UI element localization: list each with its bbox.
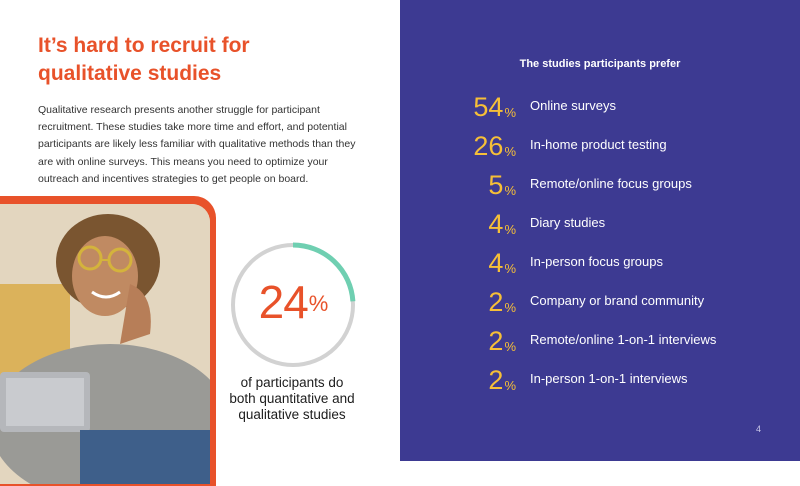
preference-value-unit: % (504, 339, 516, 354)
preference-value-number: 2 (488, 287, 504, 317)
preference-label: Online surveys (530, 98, 616, 113)
page-title-line: It’s hard to recruit for (38, 34, 250, 57)
preference-item: 26% In-home product testing (400, 127, 800, 166)
intro-paragraph: Qualitative research presents another st… (38, 104, 356, 185)
donut-progress-arc (230, 242, 356, 368)
preference-label: In-home product testing (530, 137, 667, 152)
preferences-title: The studies participants prefer (519, 58, 681, 70)
preference-item: 4% In-person focus groups (400, 244, 800, 283)
preference-value: 4% (488, 244, 516, 283)
preference-value-unit: % (504, 144, 516, 159)
preference-value-number: 2 (488, 326, 504, 356)
preference-value: 26% (473, 127, 516, 166)
preference-value-unit: % (504, 222, 516, 237)
donut-caption-line: of participants do (240, 375, 344, 390)
preference-label: Diary studies (530, 215, 606, 230)
preference-value-unit: % (504, 183, 516, 198)
preference-value-number: 26 (473, 131, 504, 161)
donut-value: 24% (226, 276, 360, 328)
participants-donut (230, 242, 356, 368)
preference-label: In-person focus groups (530, 254, 663, 269)
preference-value-number: 54 (473, 92, 504, 122)
preference-value-number: 4 (488, 209, 504, 239)
photo-illustration (0, 204, 210, 484)
preference-label: Company or brand community (530, 293, 705, 308)
preference-value: 4% (488, 205, 516, 244)
preference-value: 54% (473, 88, 516, 127)
preference-item: 2% Remote/online 1-on-1 interviews (400, 322, 800, 361)
page-title-line: qualitative studies (38, 62, 222, 85)
preference-value-unit: % (504, 378, 516, 393)
donut-caption-line: qualitative studies (238, 407, 346, 422)
preferences-list: 54% Online surveys 26% In-home product t… (400, 88, 800, 400)
preference-value: 2% (488, 322, 516, 361)
preference-label: In-person 1-on-1 interviews (530, 371, 688, 386)
preference-value-unit: % (504, 261, 516, 276)
preference-item: 2% In-person 1-on-1 interviews (400, 361, 800, 400)
preference-value: 2% (488, 361, 516, 400)
donut-value-unit: % (308, 291, 329, 316)
page-title: It’s hard to recruit for qualitative stu… (38, 32, 378, 88)
donut-caption-line: both quantitative and (229, 391, 355, 406)
preference-value-unit: % (504, 300, 516, 315)
preference-value-number: 2 (488, 365, 504, 395)
preference-label: Remote/online 1-on-1 interviews (530, 332, 717, 347)
preference-value: 2% (488, 283, 516, 322)
preferences-panel (400, 0, 800, 461)
page-number: 4 (756, 424, 762, 434)
preference-item: 2% Company or brand community (400, 283, 800, 322)
preference-label: Remote/online focus groups (530, 176, 692, 191)
preference-item: 54% Online surveys (400, 88, 800, 127)
woman-with-laptop-photo (0, 204, 210, 484)
preference-value-number: 4 (488, 248, 504, 278)
preference-item: 4% Diary studies (400, 205, 800, 244)
donut-caption: of participants do both quantitative and… (216, 375, 368, 423)
preference-value-number: 5 (488, 170, 504, 200)
preference-item: 5% Remote/online focus groups (400, 166, 800, 205)
preference-value: 5% (488, 166, 516, 205)
preference-value-unit: % (504, 105, 516, 120)
donut-value-number: 24 (258, 276, 309, 328)
